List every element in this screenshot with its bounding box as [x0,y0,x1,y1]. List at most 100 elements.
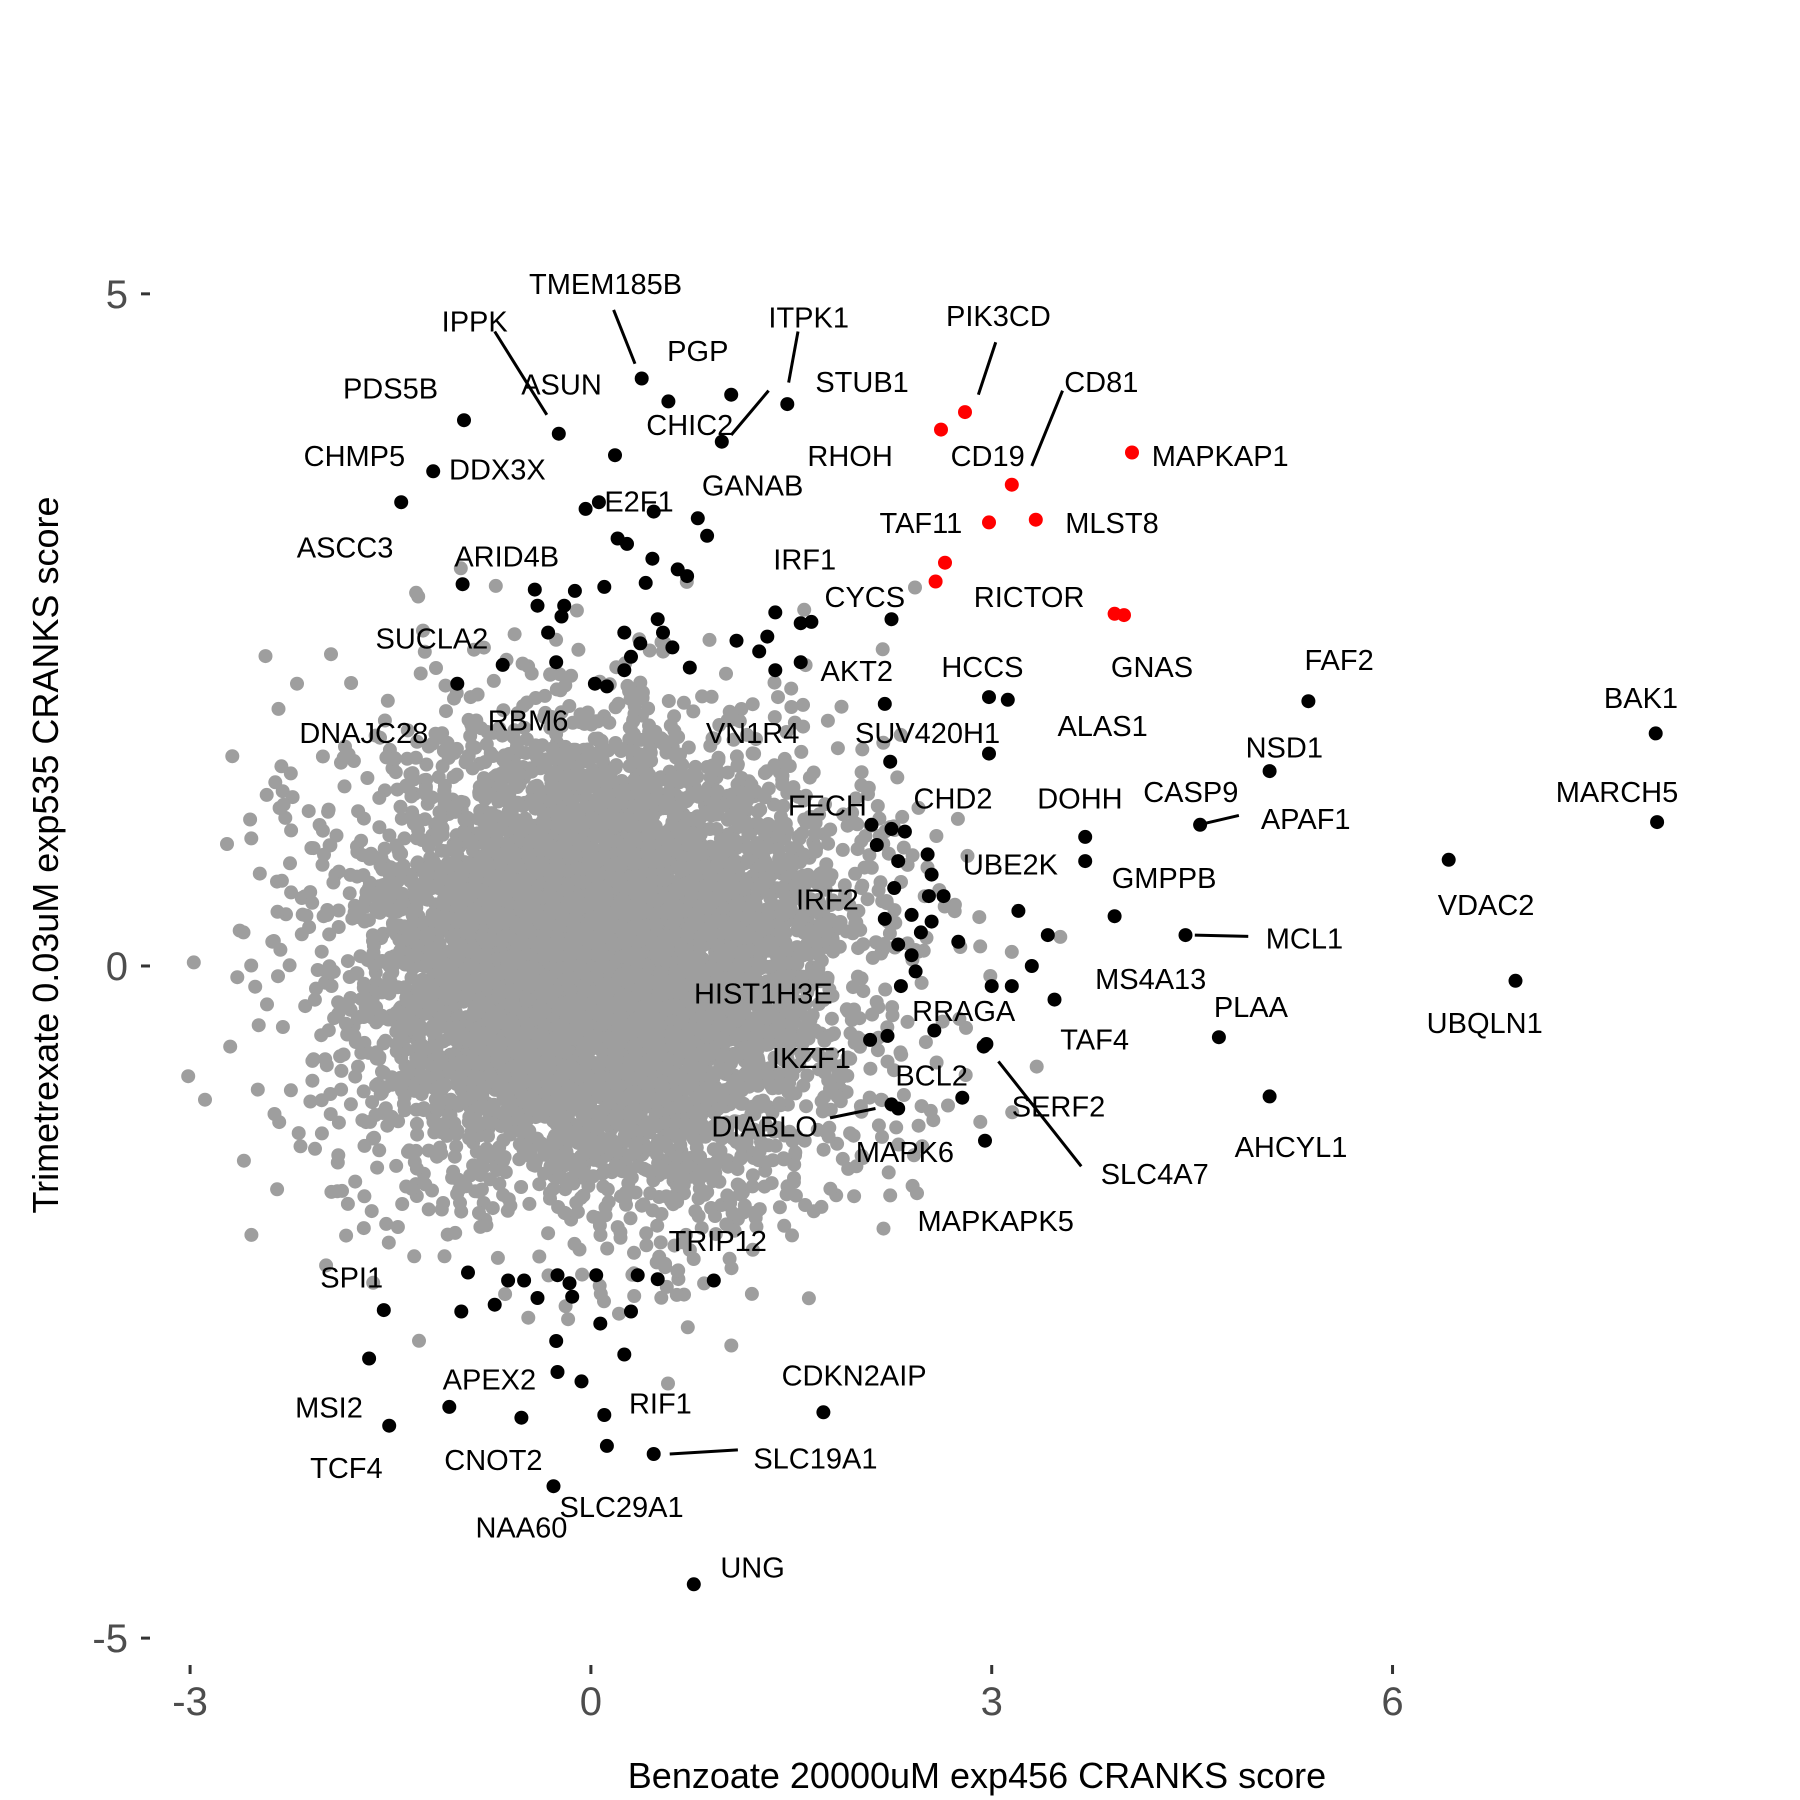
background-point [314,944,329,959]
background-point [334,1063,349,1078]
background-point [972,910,987,925]
background-point [418,781,433,796]
background-point [887,1063,901,1078]
background-point [437,1249,452,1264]
background-point [896,1088,911,1102]
background-point [532,1177,547,1192]
background-point [929,829,944,843]
background-point [528,691,543,705]
background-point [752,1202,767,1217]
background-point [260,997,274,1012]
background-point [272,1115,287,1130]
background-point [365,1095,380,1110]
background-point [644,753,659,768]
background-point [772,1200,787,1215]
background-point [337,779,352,794]
background-point [849,1159,864,1174]
background-point [340,1196,355,1211]
background-point [291,1126,306,1141]
background-point [745,697,760,712]
background-point [409,1116,424,1131]
background-point [1004,944,1019,959]
background-point [877,937,891,951]
background-point [545,741,560,756]
background-point [571,642,586,657]
background-point [528,738,543,753]
background-point [342,970,357,984]
background-point [308,1141,322,1156]
background-point [851,903,866,918]
background-point [900,1014,915,1029]
background-point [449,1139,464,1154]
background-point [761,907,776,922]
background-point [356,811,371,826]
background-point [708,1227,723,1242]
background-point [357,1138,372,1153]
background-point [236,1153,251,1168]
background-point [480,1103,495,1118]
background-point [413,666,428,681]
background-point [941,1098,955,1113]
background-point [331,1148,346,1163]
background-point [364,1204,379,1219]
background-points [181,561,1068,1391]
background-point [431,770,446,785]
background-point [847,1189,862,1204]
background-point [656,1165,671,1180]
background-point [765,1081,780,1096]
background-point [541,1226,556,1241]
background-point [434,1202,449,1217]
background-point [695,1168,710,1183]
background-point [570,1204,585,1219]
background-point [1005,1105,1020,1120]
background-point [960,848,975,863]
background-point [890,770,905,785]
background-point [937,899,952,914]
background-point [322,959,337,974]
background-point [653,1235,668,1250]
background-point [745,1242,760,1257]
background-point [271,701,286,716]
background-point [600,1241,615,1256]
background-point [394,811,409,826]
background-point [891,1137,906,1152]
background-point [340,954,355,969]
background-point [655,732,670,747]
background-point [512,1137,527,1152]
background-point [486,673,501,688]
background-point [830,741,845,756]
background-point [761,840,776,855]
background-point [801,1291,816,1306]
background-point [929,1055,944,1070]
background-point [654,1207,669,1221]
background-point [854,765,869,780]
background-point [543,720,558,735]
background-point [575,1267,590,1282]
background-point [598,1208,613,1223]
background-point [434,1146,449,1161]
background-point [676,695,691,710]
background-point [650,1218,665,1233]
background-point [476,640,491,655]
background-point [268,775,283,790]
background-point [331,903,346,918]
background-point [404,789,419,804]
background-point [390,1220,405,1234]
background-point [895,809,910,824]
background-point [883,1188,898,1203]
background-point [439,704,453,719]
background-point [284,885,299,900]
background-point [973,1114,988,1129]
background-point [481,1129,495,1143]
background-point [783,841,798,856]
background-point [381,1235,396,1250]
background-point [643,1186,658,1201]
background-point [846,980,860,995]
background-point [348,1069,363,1084]
background-point [782,1039,797,1054]
background-point [379,1216,394,1231]
background-point [322,927,337,942]
background-point [659,1279,674,1294]
background-point [843,1126,858,1141]
background-point [447,691,461,706]
